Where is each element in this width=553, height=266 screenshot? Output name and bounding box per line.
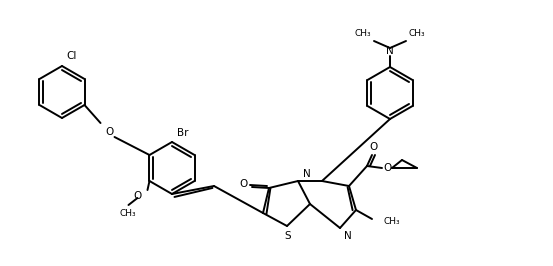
Text: S: S: [285, 231, 291, 241]
Text: CH₃: CH₃: [119, 210, 136, 218]
Text: N: N: [386, 46, 394, 56]
Text: O: O: [239, 179, 247, 189]
Text: CH₃: CH₃: [384, 218, 400, 227]
Text: N: N: [303, 169, 311, 179]
Text: Br: Br: [177, 128, 189, 138]
Text: Cl: Cl: [66, 51, 76, 61]
Text: CH₃: CH₃: [409, 30, 425, 39]
Text: O: O: [106, 127, 114, 137]
Text: N: N: [344, 231, 352, 241]
Text: O: O: [383, 163, 391, 173]
Text: O: O: [133, 191, 142, 201]
Text: CH₃: CH₃: [354, 30, 371, 39]
Text: O: O: [370, 142, 378, 152]
